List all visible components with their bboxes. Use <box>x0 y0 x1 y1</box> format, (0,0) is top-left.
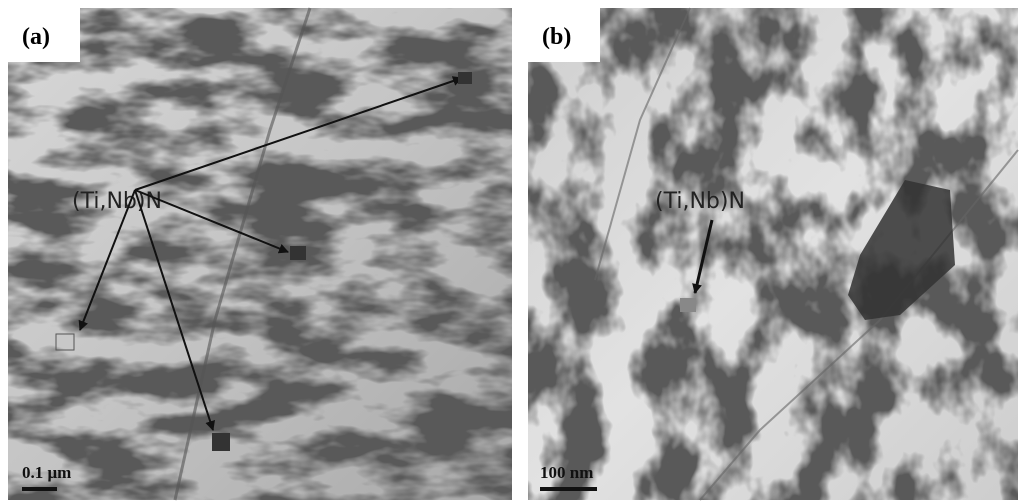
annotation: (Ti,Nb)N <box>72 189 162 214</box>
panel-b: (b) (Ti,Nb)N 100 nm <box>528 8 1018 500</box>
scale-bar-label: 0.1 μm <box>22 463 71 482</box>
panel-a: (a) (Ti,Nb)N 0.1 μm <box>8 8 512 500</box>
panel-label: (b) <box>542 24 571 50</box>
precipitate <box>212 433 230 451</box>
texture <box>8 8 512 500</box>
figure: (a) (Ti,Nb)N 0.1 μm (b) (Ti,Nb)N 100 nm <box>0 0 1022 504</box>
precipitate <box>458 72 472 84</box>
precipitate <box>680 298 696 312</box>
panel-label: (a) <box>22 24 50 50</box>
scale-bar-label: 100 nm <box>540 463 593 482</box>
annotation: (Ti,Nb)N <box>655 189 745 214</box>
precipitate <box>290 246 306 260</box>
